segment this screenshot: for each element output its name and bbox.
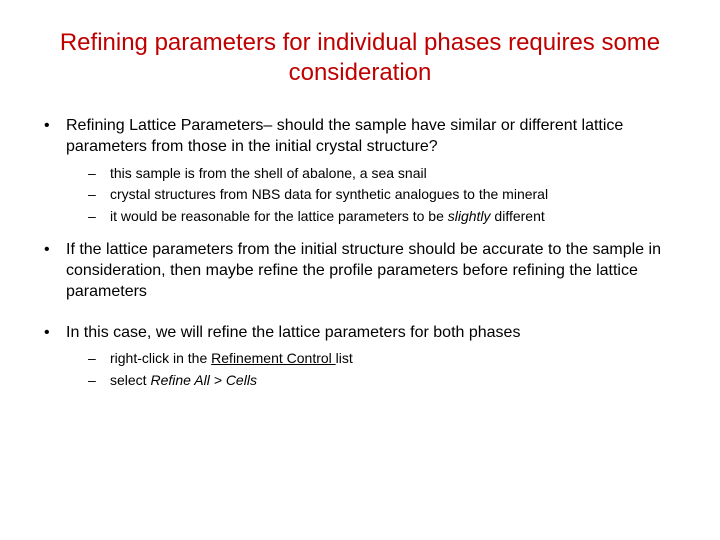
sub-bullet-item: select Refine All > Cells [66,371,680,390]
sub-bullet-prefix: right-click in the [110,350,211,366]
sub-bullet-italic: slightly [448,208,491,224]
sub-list: right-click in the Refinement Control li… [66,349,680,390]
sub-list: this sample is from the shell of abalone… [66,164,680,227]
sub-bullet-text: this sample is from the shell of abalone… [110,165,427,181]
sub-bullet-text: crystal structures from NBS data for syn… [110,186,548,202]
sub-bullet-item: this sample is from the shell of abalone… [66,164,680,183]
spacer [40,309,680,323]
sub-bullet-suffix: different [491,208,545,224]
bullet-list: Refining Lattice Parameters– should the … [40,116,680,390]
sub-bullet-underline: Refinement Control [211,350,336,366]
bullet-text: Refining Lattice Parameters– should the … [66,117,623,155]
sub-bullet-prefix: it would be reasonable for the lattice p… [110,208,448,224]
sub-bullet-item: right-click in the Refinement Control li… [66,349,680,368]
slide-title: Refining parameters for individual phase… [40,28,680,88]
sub-bullet-italic: Refine All > Cells [150,372,256,388]
bullet-item: In this case, we will refine the lattice… [40,323,680,391]
bullet-text: If the lattice parameters from the initi… [66,241,661,300]
sub-bullet-suffix: list [336,350,353,366]
sub-bullet-item: it would be reasonable for the lattice p… [66,207,680,226]
sub-bullet-item: crystal structures from NBS data for syn… [66,185,680,204]
bullet-item: Refining Lattice Parameters– should the … [40,116,680,226]
sub-bullet-prefix: select [110,372,150,388]
bullet-text: In this case, we will refine the lattice… [66,324,520,341]
bullet-item: If the lattice parameters from the initi… [40,240,680,302]
